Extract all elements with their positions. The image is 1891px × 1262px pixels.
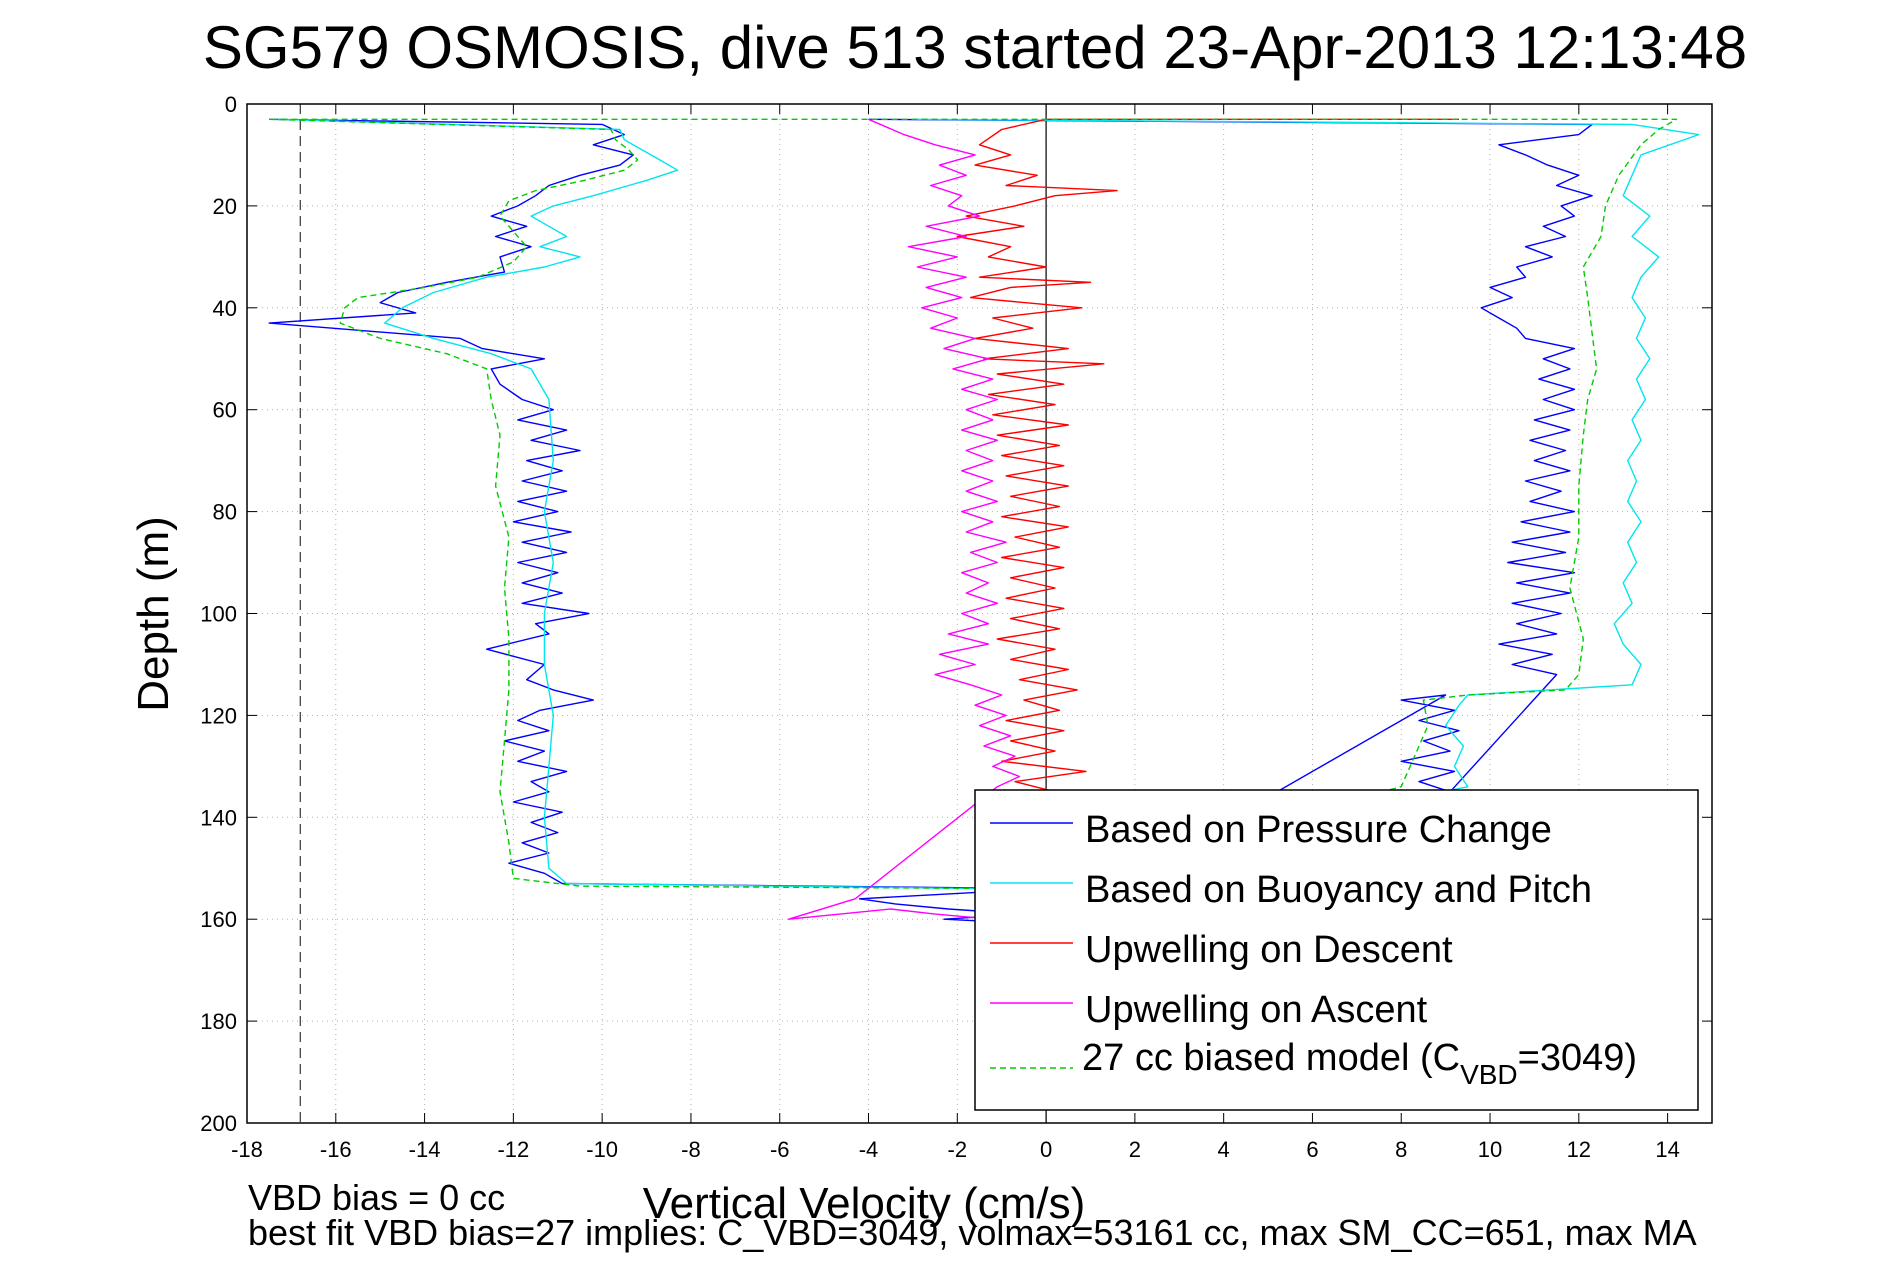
y-tick-label: 60: [213, 398, 237, 423]
series-line-2: [956, 118, 1459, 793]
x-tick-label: -6: [770, 1137, 790, 1162]
series-line-4: [269, 118, 1678, 890]
legend-label-model: 27 cc biased model (CVBD=3049): [1082, 1037, 1637, 1090]
y-tick-label: 180: [200, 1009, 237, 1034]
legend: Based on Pressure Change Based on Buoyan…: [974, 789, 1699, 1111]
y-tick-label: 140: [200, 805, 237, 830]
x-tick-label: -10: [586, 1137, 618, 1162]
x-tick-label: 10: [1478, 1137, 1502, 1162]
x-tick-label: 12: [1567, 1137, 1591, 1162]
axis-ticks: [246, 103, 1712, 1124]
chart-title: SG579 OSMOSIS, dive 513 started 23-Apr-2…: [203, 14, 1747, 81]
y-tick-label: 80: [213, 500, 237, 525]
legend-box: [974, 789, 1699, 1111]
footer-bias-note: VBD bias = 0 cc: [248, 1177, 505, 1218]
x-tick-label: 2: [1129, 1137, 1141, 1162]
x-tick-label: -14: [409, 1137, 441, 1162]
x-tick-label: 6: [1306, 1137, 1318, 1162]
y-axis-label: Depth (m): [129, 516, 178, 712]
series-line-3: [787, 118, 1021, 920]
x-tick-label: -4: [859, 1137, 879, 1162]
x-tick-label: -16: [320, 1137, 352, 1162]
legend-label-pressure: Based on Pressure Change: [1085, 809, 1552, 851]
x-axis-label: Vertical Velocity (cm/s): [643, 1179, 1086, 1228]
x-tick-label: -18: [231, 1137, 263, 1162]
x-tick-label: -8: [681, 1137, 701, 1162]
y-tick-label: 200: [200, 1111, 237, 1136]
x-tick-label: 14: [1655, 1137, 1679, 1162]
series-line-1: [278, 118, 1700, 890]
y-tick-label: 40: [213, 296, 237, 321]
y-tick-label: 0: [225, 92, 237, 117]
y-tick-label: 160: [200, 907, 237, 932]
axis-tick-labels: -18 -16 -14 -12 -10 -8 -6 -4 -2 0 2 4 6 8 10 12 14020406…: [200, 92, 1680, 1162]
x-tick-label: 0: [1040, 1137, 1052, 1162]
legend-model-prefix: 27 cc biased model (C: [1082, 1037, 1460, 1079]
x-tick-label: -12: [497, 1137, 529, 1162]
y-tick-label: 20: [213, 194, 237, 219]
legend-model-subscript: VBD: [1460, 1059, 1518, 1090]
y-tick-label: 120: [200, 703, 237, 728]
legend-label-ascent: Upwelling on Ascent: [1085, 989, 1428, 1031]
footer-fit-note: best fit VBD bias=27 implies: C_VBD=3049…: [248, 1212, 1697, 1253]
x-tick-label: 8: [1395, 1137, 1407, 1162]
legend-label-buoyancy: Based on Buoyancy and Pitch: [1085, 869, 1592, 911]
x-tick-label: -2: [948, 1137, 968, 1162]
legend-model-suffix: =3049): [1518, 1037, 1637, 1079]
x-tick-label: 4: [1218, 1137, 1230, 1162]
legend-label-descent: Upwelling on Descent: [1085, 929, 1453, 971]
y-tick-label: 100: [200, 602, 237, 627]
